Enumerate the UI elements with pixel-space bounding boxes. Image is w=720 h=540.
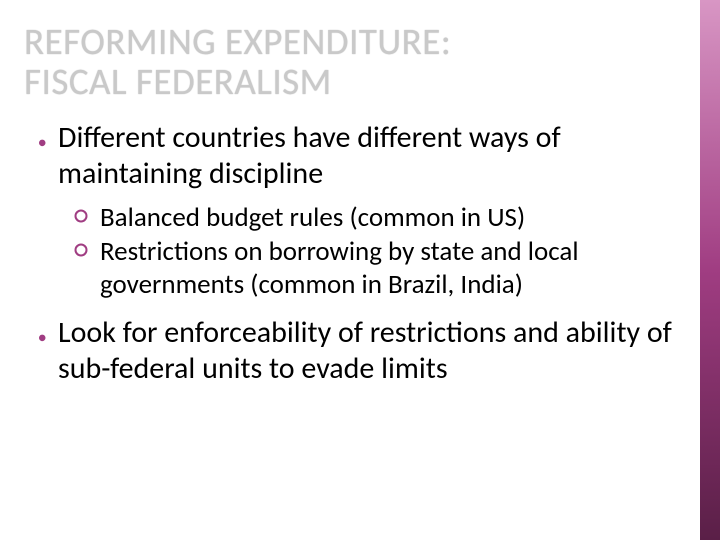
bullet-text: Look for enforceability of restrictions … (58, 315, 682, 387)
bullet-item: ● Look for enforceability of restriction… (24, 315, 682, 387)
bullet-marker-icon: ● (24, 120, 58, 151)
slide-content: REFORMING EXPENDITURE: FISCAL FEDERALISM… (0, 0, 720, 419)
sub-bullet-item: Restrictions on borrowing by state and l… (74, 236, 682, 301)
title-line-1: REFORMING EXPENDITURE: (24, 19, 451, 64)
sub-bullet-text: Balanced budget rules (common in US) (100, 202, 682, 234)
circle-marker-icon (74, 202, 100, 223)
sub-bullet-group: Balanced budget rules (common in US) Res… (24, 202, 682, 301)
sub-bullet-text: Restrictions on borrowing by state and l… (100, 236, 682, 301)
title-line-2: FISCAL FEDERALISM (24, 59, 332, 104)
accent-bar (700, 0, 720, 540)
sub-bullet-item: Balanced budget rules (common in US) (74, 202, 682, 234)
slide-title: REFORMING EXPENDITURE: FISCAL FEDERALISM (24, 22, 682, 102)
bullet-text: Different countries have different ways … (58, 120, 682, 192)
bullet-marker-icon: ● (24, 315, 58, 346)
circle-marker-icon (74, 236, 100, 257)
bullet-item: ● Different countries have different way… (24, 120, 682, 192)
